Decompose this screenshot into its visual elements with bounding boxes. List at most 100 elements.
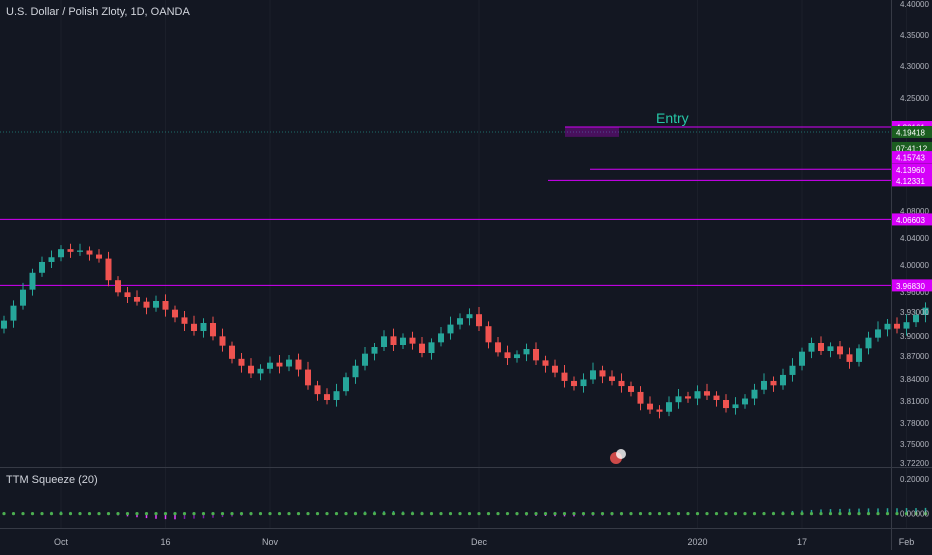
squeeze-dot xyxy=(572,511,576,516)
squeeze-dot xyxy=(116,511,120,516)
candle-body xyxy=(419,343,425,353)
candle-body xyxy=(894,323,900,329)
squeeze-dot xyxy=(296,511,301,516)
squeeze-dot xyxy=(68,511,73,516)
squeeze-dot xyxy=(410,511,415,516)
squeeze-dot xyxy=(173,511,177,516)
candle-body xyxy=(552,365,558,373)
squeeze-dot xyxy=(353,511,358,516)
y-tick-label: 3.75000 xyxy=(900,440,929,449)
squeeze-dot xyxy=(914,511,918,516)
candle-body xyxy=(694,391,701,399)
y-tick-label: 4.35000 xyxy=(900,31,929,40)
candle-body xyxy=(818,343,824,351)
squeeze-dot xyxy=(771,511,776,516)
candle-body xyxy=(884,323,891,330)
squeeze-dot xyxy=(401,511,405,516)
entry-zone xyxy=(565,127,619,137)
squeeze-dot xyxy=(686,511,690,516)
squeeze-dot xyxy=(458,511,462,516)
level-price-label: 3.96830 xyxy=(896,282,925,291)
x-tick-label: Dec xyxy=(471,537,488,547)
candle-body xyxy=(571,380,577,387)
candle-body xyxy=(865,337,872,349)
squeeze-dot xyxy=(106,511,111,516)
squeeze-dot xyxy=(144,511,149,516)
squeeze-dot xyxy=(752,511,757,516)
squeeze-dot xyxy=(600,511,605,516)
level-price-tag xyxy=(892,163,932,176)
candle-body xyxy=(324,394,330,400)
candle-body xyxy=(789,365,796,375)
y-tick-label: 3.96000 xyxy=(900,288,929,297)
candle-body xyxy=(428,342,435,353)
candle-body xyxy=(276,362,283,367)
x-tick-label: Oct xyxy=(54,537,69,547)
candle-body xyxy=(666,402,672,412)
y-tick-label: 4.40000 xyxy=(900,0,929,9)
squeeze-dot xyxy=(277,511,282,516)
squeeze-dot xyxy=(306,511,310,516)
candle-body xyxy=(409,337,416,344)
price-tag xyxy=(892,141,932,154)
level-price-tag xyxy=(892,213,932,226)
candle-body xyxy=(10,305,17,321)
candle-body xyxy=(647,403,653,410)
y-tick-label: 4.30000 xyxy=(900,62,929,71)
y-tick-label: 3.72200 xyxy=(900,459,929,468)
squeeze-dot xyxy=(239,511,244,516)
level-price-tag xyxy=(892,279,932,292)
event-marker-secondary xyxy=(616,449,626,459)
candle-body xyxy=(628,386,634,392)
x-tick-label: 16 xyxy=(160,537,170,547)
candle-body xyxy=(162,301,169,310)
candle-body xyxy=(200,323,207,331)
squeeze-dot xyxy=(705,511,709,516)
candle-body xyxy=(438,333,444,343)
y-tick-label: 4.00000 xyxy=(900,261,929,270)
candle-body xyxy=(134,297,140,302)
squeeze-dot xyxy=(724,511,728,516)
candle-body xyxy=(381,336,387,347)
squeeze-dot xyxy=(40,511,44,516)
squeeze-dot xyxy=(486,511,491,516)
price-tag xyxy=(892,151,932,164)
candle-body xyxy=(286,359,292,367)
candle-body xyxy=(390,336,397,345)
squeeze-dot xyxy=(287,511,291,516)
candle-body xyxy=(476,314,482,327)
candle-body xyxy=(751,389,758,399)
candle-body xyxy=(732,404,739,409)
candle-body xyxy=(514,354,520,359)
candle-body xyxy=(913,315,919,323)
candle-body xyxy=(1,320,7,329)
candle-body xyxy=(20,289,26,306)
squeeze-dot xyxy=(648,511,652,516)
entry-annotation: Entry xyxy=(656,110,689,126)
y-tick-label: 4.04000 xyxy=(900,234,929,243)
candle-body xyxy=(599,370,606,377)
candle-body xyxy=(723,400,729,409)
candle-body xyxy=(485,326,492,343)
candle-body xyxy=(770,380,777,386)
price-tag-label: 4.15743 xyxy=(896,154,925,163)
squeeze-dot xyxy=(97,511,101,516)
candle-body xyxy=(827,346,834,351)
candle-body xyxy=(172,309,178,318)
squeeze-dot xyxy=(505,511,510,516)
squeeze-dot xyxy=(828,511,833,516)
squeeze-dot xyxy=(87,511,92,516)
squeeze-dot xyxy=(2,511,6,516)
y-tick-label: 3.81000 xyxy=(900,397,929,406)
squeeze-dot xyxy=(11,511,16,516)
candle-body xyxy=(447,324,454,334)
candle-body xyxy=(837,346,843,355)
candle-body xyxy=(96,254,102,259)
candle-body xyxy=(295,359,302,370)
y-tick-label: 3.93000 xyxy=(900,308,929,317)
squeeze-dot xyxy=(448,511,453,516)
symbol-legend: U.S. Dollar / Polish Zloty, 1D, OANDA xyxy=(6,6,190,18)
squeeze-dot xyxy=(154,511,158,516)
